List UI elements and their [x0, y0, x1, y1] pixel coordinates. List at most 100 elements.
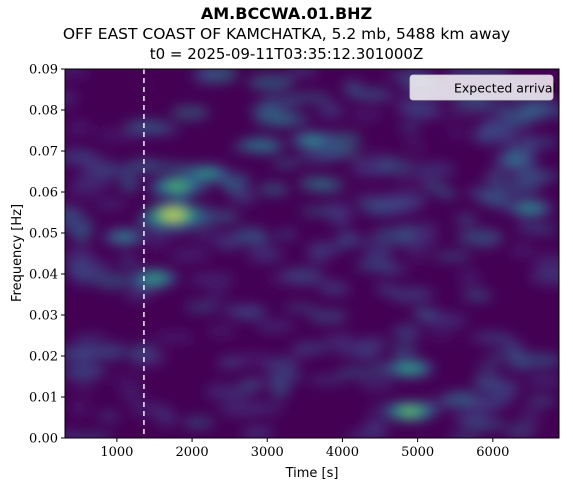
heatmap-texture-blob	[378, 263, 409, 275]
y-axis-label: Frequency [Hz]	[10, 204, 25, 302]
y-tick-label: 0.07	[29, 145, 58, 160]
heatmap-texture-blob	[517, 410, 542, 423]
heatmap-texture-blob	[153, 332, 196, 344]
heatmap-texture-blob	[401, 101, 441, 118]
heatmap-texture-blob	[119, 175, 141, 193]
heatmap-texture-blob	[123, 290, 152, 301]
heatmap-texture-blob	[221, 306, 259, 316]
heatmap-texture-blob	[155, 409, 178, 426]
heatmap-texture-blob	[444, 127, 472, 138]
heatmap-texture-blob	[93, 199, 127, 209]
heatmap-hotspot	[303, 137, 322, 145]
heatmap-texture-blob	[110, 374, 144, 387]
heatmap-texture-blob	[374, 283, 397, 295]
heatmap-texture-blob	[188, 273, 236, 287]
heatmap-texture-blob	[307, 309, 349, 324]
heatmap-texture-blob	[436, 109, 480, 119]
heatmap-texture-blob	[308, 375, 347, 385]
heatmap-texture-blob	[413, 308, 435, 317]
heatmap-texture-blob	[384, 71, 406, 82]
heatmap-texture-blob	[72, 155, 113, 165]
heatmap-texture-blob	[169, 247, 211, 262]
heatmap-texture-blob	[184, 301, 220, 313]
heatmap-texture-blob	[378, 158, 410, 174]
heatmap-texture-blob	[65, 188, 99, 198]
heatmap-texture-blob	[230, 188, 257, 205]
heatmap-texture-blob	[182, 416, 215, 429]
chart-title-station: AM.BCCWA.01.BHZ	[200, 4, 373, 23]
heatmap-texture-blob	[476, 393, 508, 411]
heatmap-texture-blob	[65, 344, 104, 361]
heatmap-layer	[65, 69, 559, 438]
x-tick-label: 1000	[100, 445, 133, 460]
heatmap-texture-blob	[97, 411, 121, 422]
heatmap-texture-blob	[495, 181, 542, 197]
heatmap-texture-blob	[359, 380, 396, 390]
heatmap-texture-blob	[253, 403, 284, 415]
heatmap-texture-blob	[504, 424, 539, 434]
chart-title-event: OFF EAST COAST OF KAMCHATKA, 5.2 mb, 548…	[62, 25, 511, 43]
heatmap-hotspot	[400, 407, 421, 416]
heatmap-texture-blob	[72, 334, 108, 344]
heatmap-texture-blob	[433, 251, 473, 261]
y-tick-label: 0.04	[29, 268, 58, 283]
heatmap-texture-blob	[232, 226, 267, 245]
heatmap-texture-blob	[67, 362, 107, 379]
heatmap-texture-blob	[421, 312, 468, 329]
heatmap-texture-blob	[391, 344, 418, 357]
heatmap-texture-blob	[395, 174, 435, 187]
heatmap-texture-blob	[399, 123, 420, 133]
heatmap-texture-blob	[65, 120, 93, 136]
heatmap-hotspot	[145, 274, 164, 282]
y-tick-label: 0.03	[29, 309, 58, 324]
heatmap-texture-blob	[458, 270, 481, 285]
heatmap-texture-blob	[403, 139, 427, 154]
heatmap-texture-blob	[205, 384, 240, 400]
heatmap-texture-blob	[477, 378, 522, 394]
heatmap-texture-blob	[170, 106, 210, 120]
chart-title-t0: t0 = 2025-09-11T03:35:12.301000Z	[149, 45, 424, 63]
heatmap-texture-blob	[466, 186, 496, 200]
heatmap-texture-blob	[427, 331, 455, 341]
heatmap-texture-blob	[65, 259, 113, 273]
heatmap-texture-blob	[247, 74, 295, 91]
heatmap-texture-blob	[262, 356, 300, 373]
heatmap-texture-blob	[319, 282, 351, 296]
heatmap-texture-blob	[371, 199, 400, 217]
heatmap-texture-blob	[258, 183, 290, 196]
heatmap-hotspot	[167, 181, 187, 190]
heatmap-hotspot	[162, 210, 185, 219]
heatmap-texture-blob	[474, 131, 511, 145]
heatmap-texture-blob	[68, 433, 113, 438]
heatmap-texture-blob	[146, 234, 167, 251]
x-tick-label: 5000	[401, 445, 434, 460]
heatmap-texture-blob	[69, 400, 91, 415]
heatmap-texture-blob	[350, 109, 383, 122]
heatmap-texture-blob	[483, 171, 507, 187]
y-tick-label: 0.05	[29, 227, 58, 242]
heatmap-texture-blob	[191, 69, 220, 84]
heatmap-texture-blob	[269, 381, 291, 399]
heatmap-texture-blob	[207, 288, 228, 300]
heatmap-texture-blob	[65, 247, 96, 264]
heatmap-texture-blob	[71, 383, 95, 393]
heatmap-texture-blob	[274, 229, 298, 240]
heatmap-texture-blob	[317, 102, 345, 119]
heatmap-texture-blob	[99, 342, 128, 361]
heatmap-texture-blob	[74, 273, 95, 286]
heatmap-texture-blob	[241, 425, 274, 438]
heatmap-texture-blob	[406, 245, 430, 263]
heatmap-texture-blob	[138, 349, 169, 365]
heatmap-texture-blob	[470, 101, 506, 112]
heatmap-texture-blob	[96, 129, 142, 142]
heatmap-texture-blob	[238, 137, 278, 152]
heatmap-texture-blob	[336, 367, 377, 378]
heatmap-texture-blob	[134, 161, 183, 173]
heatmap-texture-blob	[93, 272, 132, 289]
heatmap-texture-blob	[268, 369, 303, 384]
heatmap-texture-blob	[286, 69, 319, 77]
heatmap-texture-blob	[391, 324, 422, 342]
heatmap-texture-blob	[363, 416, 390, 434]
heatmap-texture-blob	[238, 351, 271, 368]
heatmap-texture-blob	[525, 395, 557, 406]
